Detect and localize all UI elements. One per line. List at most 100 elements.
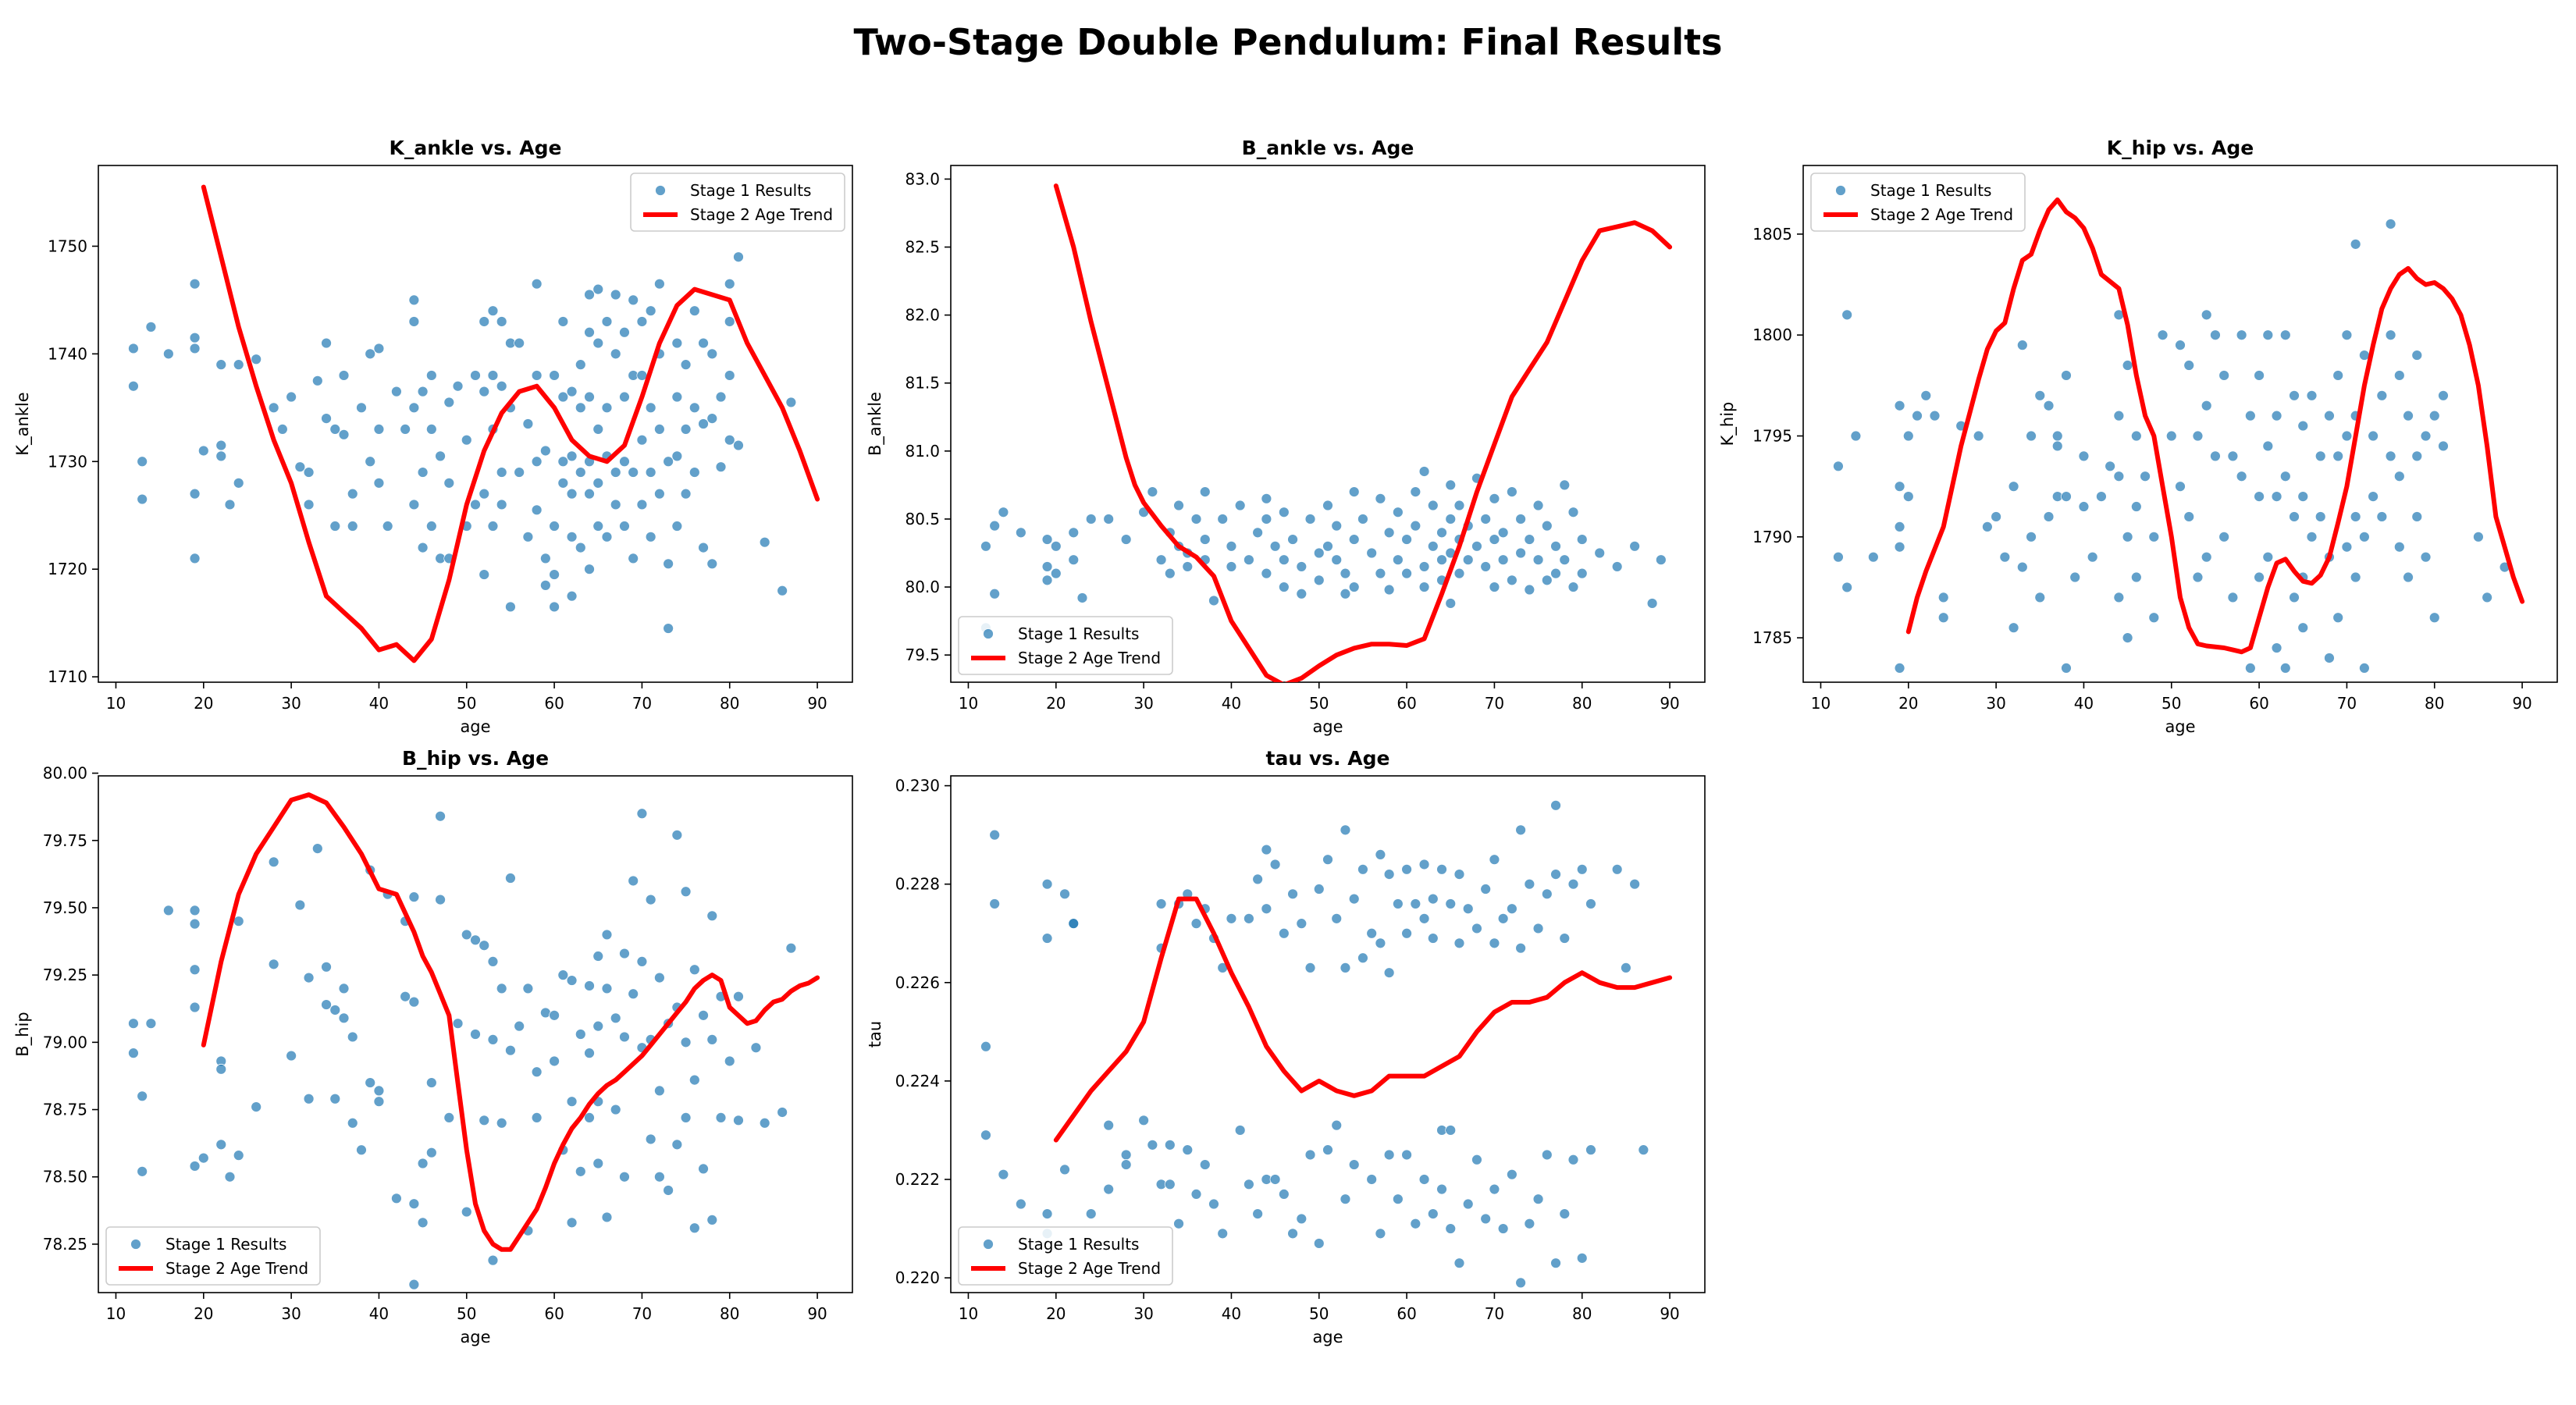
y-tick-label: 79.00 bbox=[43, 1033, 87, 1051]
scatter-point bbox=[1991, 511, 2002, 522]
scatter-point bbox=[470, 934, 481, 946]
scatter-point bbox=[549, 1009, 560, 1021]
scatter-point bbox=[1208, 1198, 1219, 1210]
scatter-point bbox=[2236, 471, 2247, 482]
scatter-point bbox=[653, 423, 665, 435]
scatter-point bbox=[1894, 400, 1905, 411]
scatter-point bbox=[2350, 511, 2361, 522]
scatter-point bbox=[1261, 844, 1272, 855]
scatter-point bbox=[2376, 511, 2388, 522]
scatter-point bbox=[619, 326, 630, 338]
scatter-point bbox=[408, 891, 420, 903]
x-tick-label: 70 bbox=[1485, 694, 1504, 713]
scatter-point bbox=[2244, 662, 2256, 674]
scatter-point bbox=[1340, 588, 1351, 599]
scatter-point bbox=[698, 418, 709, 429]
scatter-point bbox=[417, 386, 429, 397]
scatter-point bbox=[373, 1096, 385, 1108]
scatter-point bbox=[1068, 554, 1080, 566]
scatter-point bbox=[303, 1093, 315, 1104]
scatter-point bbox=[688, 964, 700, 976]
x-tick-label: 70 bbox=[632, 694, 652, 713]
scatter-point bbox=[1331, 520, 1343, 532]
scatter-point bbox=[1594, 547, 1606, 559]
scatter-point bbox=[1304, 1149, 1316, 1161]
subplot-grid: K_ankle vs. Age 10 20 30 40 50 60 70 80 90 1710 172… bbox=[13, 137, 2558, 1346]
scatter-point bbox=[425, 370, 437, 381]
scatter-point bbox=[487, 370, 499, 381]
legend-trend-label: Stage 2 Age Trend bbox=[1018, 1259, 1161, 1278]
scatter-point bbox=[566, 488, 578, 500]
scatter-point bbox=[1867, 551, 1879, 563]
scatter-point bbox=[189, 964, 201, 976]
x-tick-label: 30 bbox=[1986, 694, 2005, 713]
x-tick-label: 70 bbox=[2337, 694, 2357, 713]
scatter-point bbox=[2411, 350, 2423, 361]
scatter-point bbox=[2034, 389, 2046, 401]
x-tick-label: 90 bbox=[807, 1304, 827, 1323]
scatter-point bbox=[1304, 962, 1316, 973]
scatter-point bbox=[1462, 903, 1474, 915]
scatter-point bbox=[663, 1185, 674, 1196]
scatter-point bbox=[496, 316, 507, 327]
scatter-point bbox=[128, 380, 139, 392]
scatter-point bbox=[373, 1085, 385, 1097]
scatter-point bbox=[989, 520, 1001, 532]
scatter-point bbox=[382, 521, 393, 532]
scatter-point bbox=[531, 456, 543, 468]
scatter-point bbox=[417, 467, 429, 478]
scatter-point bbox=[759, 536, 770, 548]
legend-scatter-marker bbox=[983, 628, 994, 639]
scatter-point bbox=[1278, 582, 1290, 592]
scatter-point bbox=[321, 961, 332, 973]
x-tick-label: 90 bbox=[1660, 1304, 1679, 1323]
scatter-point bbox=[1445, 1125, 1457, 1136]
scatter-point bbox=[1418, 561, 1430, 572]
scatter-point bbox=[2438, 389, 2449, 401]
scatter-point bbox=[1287, 1228, 1298, 1240]
scatter-point bbox=[628, 988, 639, 1000]
scatter-point bbox=[1506, 486, 1517, 498]
legend-scatter-marker bbox=[130, 1239, 141, 1250]
scatter-point bbox=[1278, 507, 1290, 518]
x-axis-label: age bbox=[2165, 717, 2195, 736]
scatter-point bbox=[1331, 1119, 1343, 1131]
scatter-point bbox=[514, 1020, 525, 1032]
scatter-point bbox=[2393, 471, 2405, 482]
y-tick-label: 1740 bbox=[48, 344, 87, 363]
legend-trend-label: Stage 2 Age Trend bbox=[165, 1259, 308, 1278]
y-tick-label: 0.224 bbox=[895, 1072, 940, 1090]
scatter-point bbox=[2130, 430, 2142, 442]
scatter-point bbox=[1076, 592, 1088, 603]
scatter-point bbox=[2175, 481, 2186, 493]
scatter-point bbox=[2411, 450, 2423, 462]
scatter-point bbox=[128, 343, 139, 354]
scatter-point bbox=[1532, 923, 1544, 934]
legend-scatter-label: Stage 1 Results bbox=[165, 1235, 286, 1254]
scatter-point bbox=[137, 456, 148, 468]
scatter-point bbox=[505, 1044, 516, 1056]
legend-box bbox=[958, 616, 1173, 675]
scatter-point bbox=[628, 553, 639, 564]
scatter-point bbox=[688, 305, 700, 317]
scatter-point bbox=[1304, 514, 1316, 525]
scatter-point bbox=[1252, 1208, 1264, 1220]
scatter-point bbox=[1532, 554, 1544, 566]
scatter-point bbox=[584, 564, 595, 575]
scatter-point bbox=[1973, 430, 1984, 442]
scatter-point bbox=[584, 289, 595, 301]
scatter-point bbox=[2350, 238, 2361, 250]
scatter-point bbox=[1894, 521, 1905, 532]
scatter-point bbox=[1427, 540, 1439, 552]
scatter-point bbox=[1506, 903, 1517, 915]
scatter-point bbox=[145, 321, 157, 333]
scatter-point bbox=[592, 521, 604, 532]
scatter-point bbox=[539, 579, 551, 591]
y-tick-label: 1730 bbox=[48, 452, 87, 471]
scatter-point bbox=[2438, 440, 2449, 452]
axes-frame bbox=[950, 775, 1706, 1293]
scatter-point bbox=[1445, 479, 1457, 491]
scatter-point bbox=[1296, 588, 1308, 599]
scatter-point bbox=[698, 542, 709, 553]
scatter-point bbox=[470, 499, 481, 510]
